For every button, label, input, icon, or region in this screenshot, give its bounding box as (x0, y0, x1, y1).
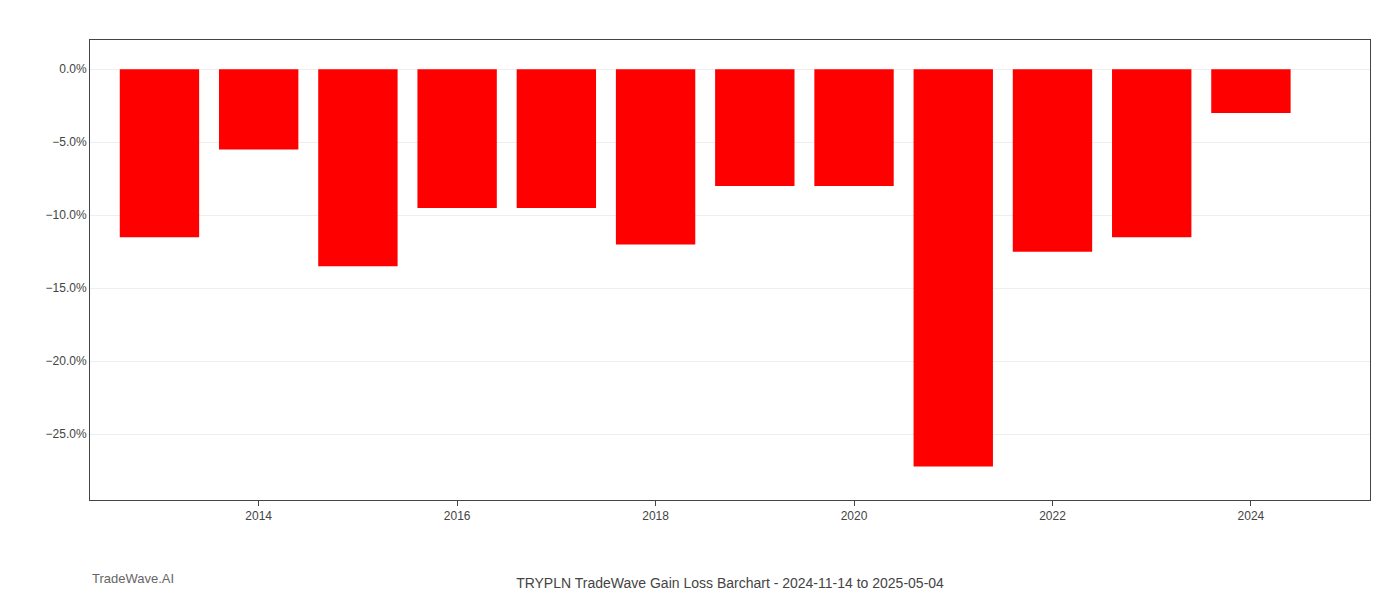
svg-text:TRYPLN TradeWave Gain Loss Bar: TRYPLN TradeWave Gain Loss Barchart - 20… (516, 575, 944, 591)
svg-text:−10.0%: −10.0% (46, 208, 87, 222)
svg-text:2018: 2018 (642, 509, 669, 523)
svg-text:2022: 2022 (1039, 509, 1066, 523)
svg-text:2016: 2016 (444, 509, 471, 523)
svg-text:2020: 2020 (841, 509, 868, 523)
svg-text:0.0%: 0.0% (59, 62, 87, 76)
svg-text:2014: 2014 (245, 509, 272, 523)
svg-text:TradeWave.AI: TradeWave.AI (92, 571, 174, 586)
svg-text:−15.0%: −15.0% (46, 281, 87, 295)
svg-text:−20.0%: −20.0% (46, 354, 87, 368)
svg-text:2024: 2024 (1238, 509, 1265, 523)
svg-text:−25.0%: −25.0% (46, 427, 87, 441)
svg-text:−5.0%: −5.0% (52, 135, 87, 149)
